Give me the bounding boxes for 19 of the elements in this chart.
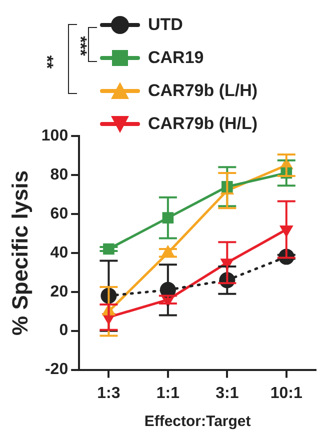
y-tick-label: 40 [50,244,68,262]
x-tick-label: 1:1 [156,384,180,402]
y-axis-title: % Specific lysis [7,170,32,336]
y-tick-label: 0 [59,322,68,340]
legend-label: CAR19 [148,48,204,68]
x-tick-label: 3:1 [216,384,239,402]
x-tick-label: 10:1 [270,384,302,402]
text: *** [70,36,90,56]
y-tick-label: -20 [44,361,68,378]
legend-label: CAR79b (H/L) [148,114,258,134]
legend-label: UTD [148,14,183,34]
x-axis-title: Effector:Target [144,413,251,430]
text: ** [36,55,57,69]
y-tick-label: 100 [41,127,68,144]
y-tick-label: 20 [50,283,68,300]
x-tick-label: 1:3 [97,384,120,402]
y-tick-label: 60 [50,205,68,222]
y-tick-label: 80 [50,166,68,184]
legend-label: CAR79b (L/H) [148,80,258,100]
